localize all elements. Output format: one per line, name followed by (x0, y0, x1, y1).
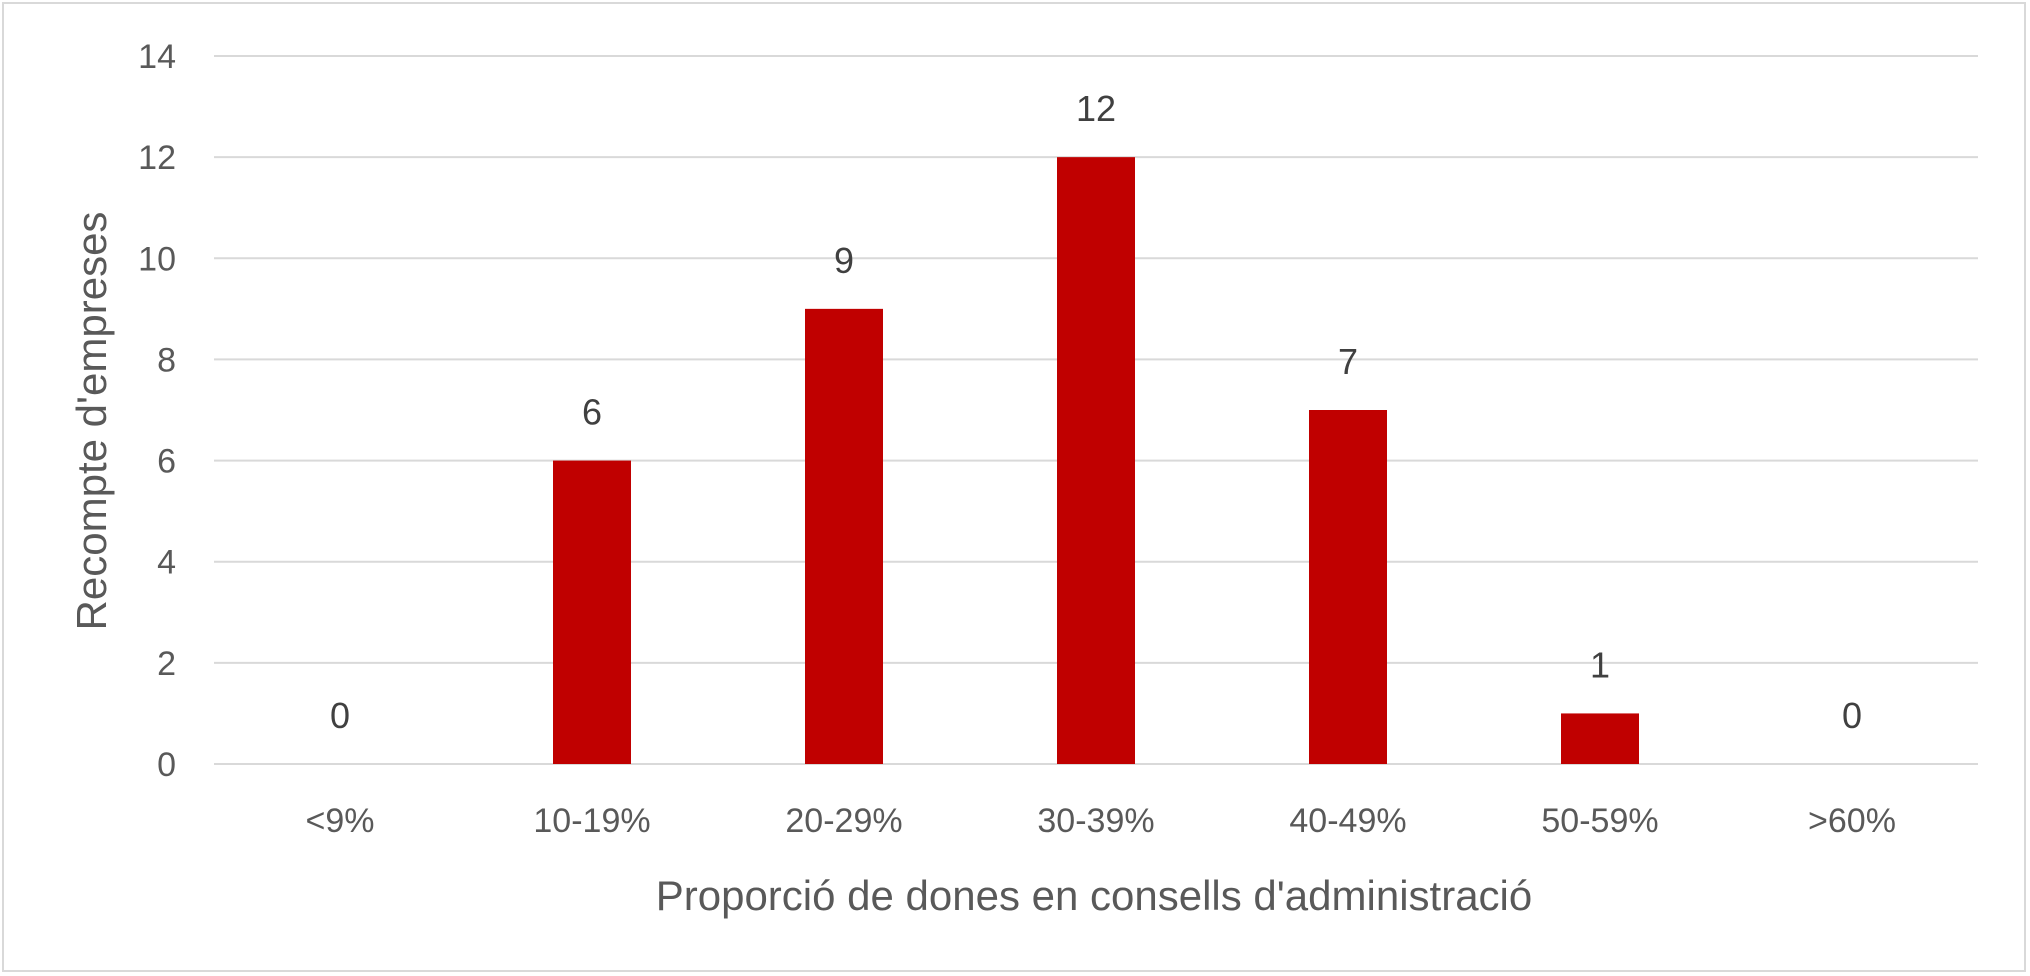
bar (805, 308, 883, 764)
data-label: 9 (834, 240, 854, 281)
x-tick-label: 10-19% (533, 802, 650, 840)
x-tick-label: <9% (306, 802, 375, 840)
bar (1057, 157, 1135, 765)
data-label: 6 (582, 392, 602, 433)
y-tick-label: 6 (157, 443, 176, 481)
x-tick-label: >60% (1808, 802, 1896, 840)
bar (1309, 410, 1387, 764)
x-tick-label: 50-59% (1541, 802, 1658, 840)
y-tick-label: 14 (138, 38, 176, 76)
y-tick-label: 12 (138, 139, 176, 177)
x-tick-label: 40-49% (1289, 802, 1406, 840)
x-tick-label: 20-29% (785, 802, 902, 840)
data-label: 12 (1076, 88, 1116, 129)
bar (1561, 713, 1639, 764)
x-axis-title: Proporció de dones en consells d'adminis… (656, 872, 1533, 919)
y-tick-label: 8 (157, 341, 176, 379)
y-axis-title: Recompte d'empreses (68, 212, 115, 631)
x-tick-label: 30-39% (1037, 802, 1154, 840)
data-label: 0 (1842, 695, 1862, 736)
y-axis-ticks: 0 2 4 6 8 10 12 14 (138, 38, 176, 784)
data-label: 1 (1590, 644, 1610, 685)
data-labels: 0 6 9 12 7 1 0 (330, 88, 1862, 736)
data-label: 7 (1338, 341, 1358, 382)
data-label: 0 (330, 695, 350, 736)
y-tick-label: 2 (157, 645, 176, 683)
x-axis-ticks: <9% 10-19% 20-29% 30-39% 40-49% 50-59% >60% (306, 802, 1896, 840)
y-tick-label: 0 (157, 746, 176, 784)
bars (553, 157, 1639, 765)
y-tick-label: 4 (157, 544, 176, 582)
y-tick-label: 10 (138, 240, 176, 278)
bar (553, 460, 631, 764)
